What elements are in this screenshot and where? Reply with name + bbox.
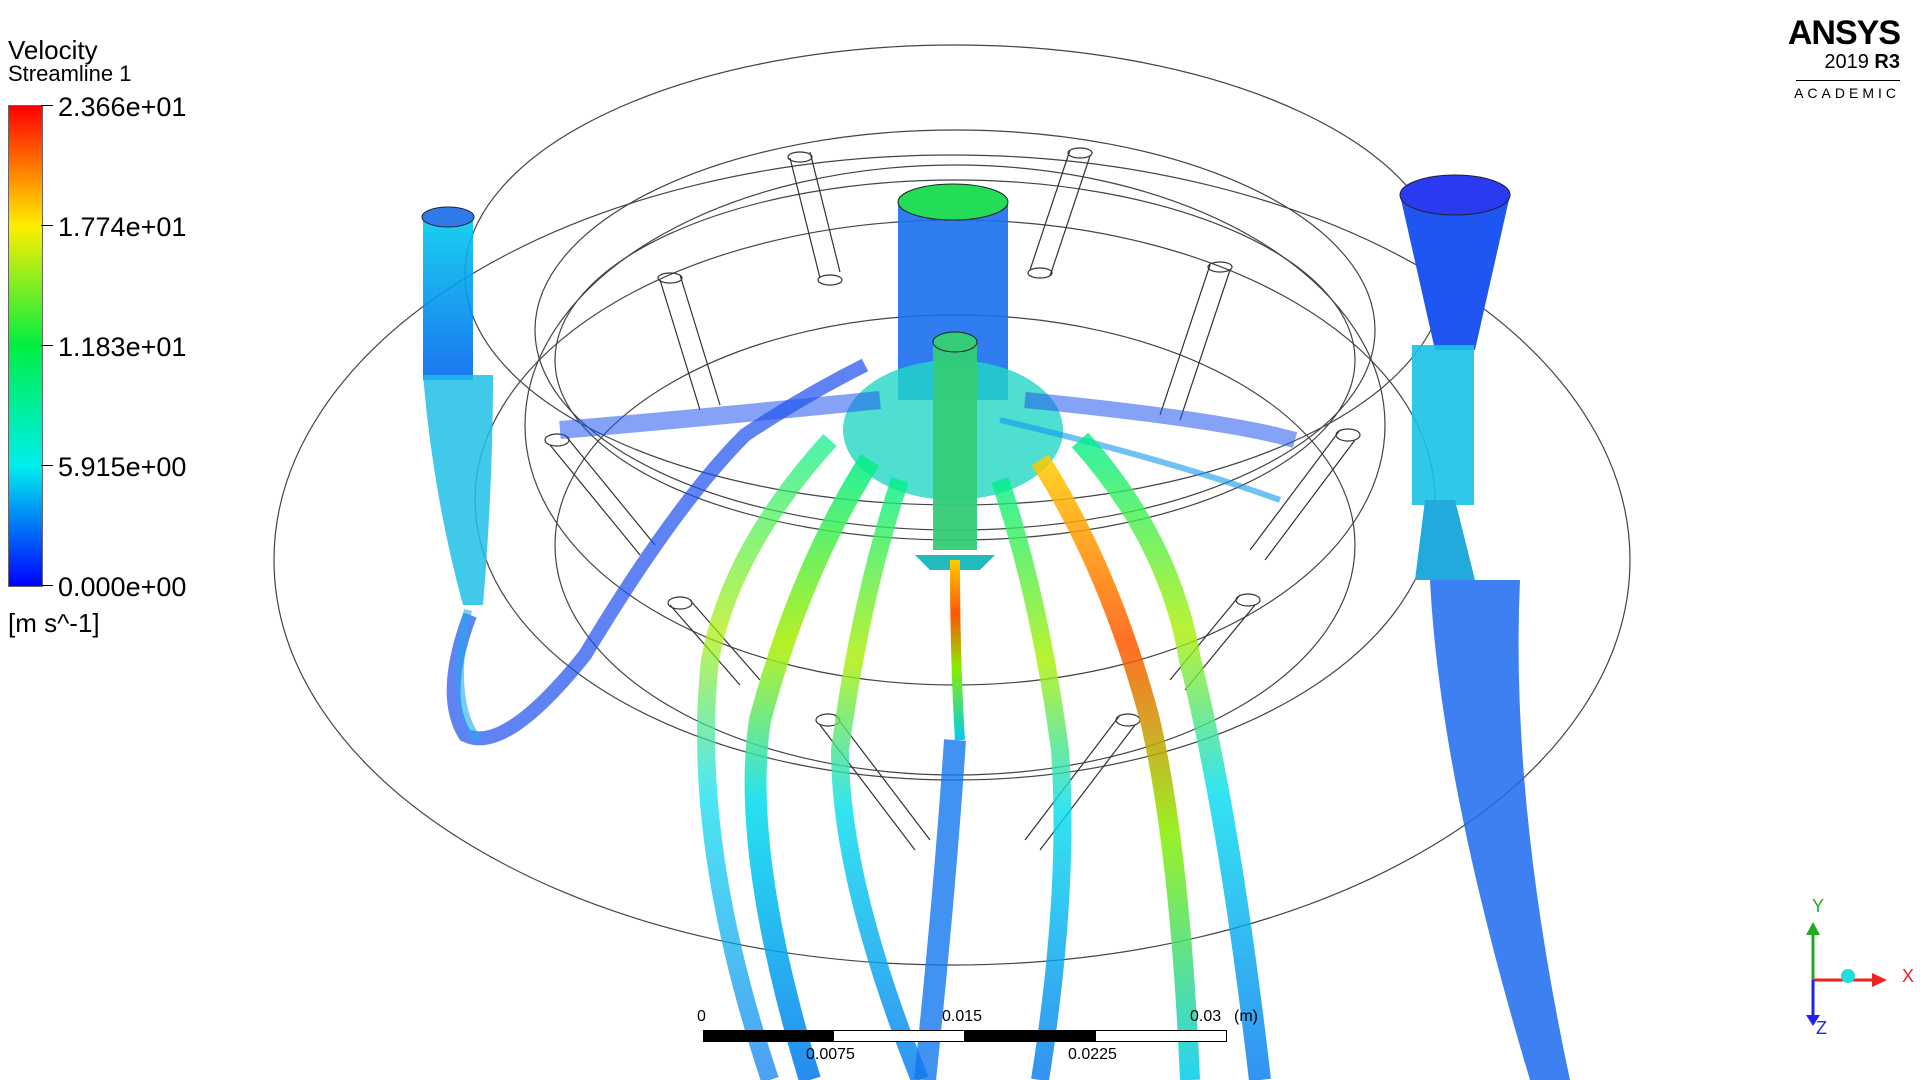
legend-tick [41,465,53,466]
scale-segment [833,1030,965,1042]
legend-tick [41,585,53,586]
legend-tick [41,345,53,346]
scale-segment [1095,1030,1227,1042]
logo-edition: ACADEMIC [1794,85,1900,101]
central-jet-streamlines [559,183,1298,570]
legend-subtitle: Streamline 1 [8,61,132,86]
scale-label: 0.0075 [806,1046,855,1063]
logo-version: 2019 R3 [1788,50,1900,74]
axis-label-y: Y [1812,896,1824,916]
legend-unit: [m s^-1] [8,608,100,638]
axis-triad [1806,922,1887,1026]
scale-label: 0.03 [1190,1008,1222,1025]
legend-colorbar [8,105,43,587]
legend-tick [41,105,53,106]
logo-release: R3 [1874,51,1900,73]
legend-title: Velocity [8,35,98,65]
scale-label: 0.0225 [1068,1046,1117,1063]
scale-unit: (m) [1234,1008,1258,1025]
scale-segment [703,1030,833,1042]
scale-label: 0 [697,1008,706,1025]
legend-label-max: 2.366e+01 [58,92,187,122]
ansys-logo: ANSYS 2019 R3 ACADEMIC [1787,14,1901,101]
scale-segment [965,1030,1095,1042]
logo-year: 2019 [1824,51,1869,73]
logo-name: ANSYS [1787,14,1901,52]
legend-label: 5.915e+00 [58,452,187,482]
scale-label: 0.015 [942,1008,983,1025]
axis-label-z: Z [1816,1018,1827,1038]
legend-label-min: 0.000e+00 [58,572,187,602]
axis-label-x: X [1902,966,1914,986]
legend-tick [41,225,53,226]
right-inlet-streamlines [1399,174,1570,1080]
logo-divider [1796,80,1900,81]
legend-label: 1.774e+01 [58,212,187,242]
legend-label: 1.183e+01 [58,332,187,362]
radiating-jets [697,432,1271,1080]
